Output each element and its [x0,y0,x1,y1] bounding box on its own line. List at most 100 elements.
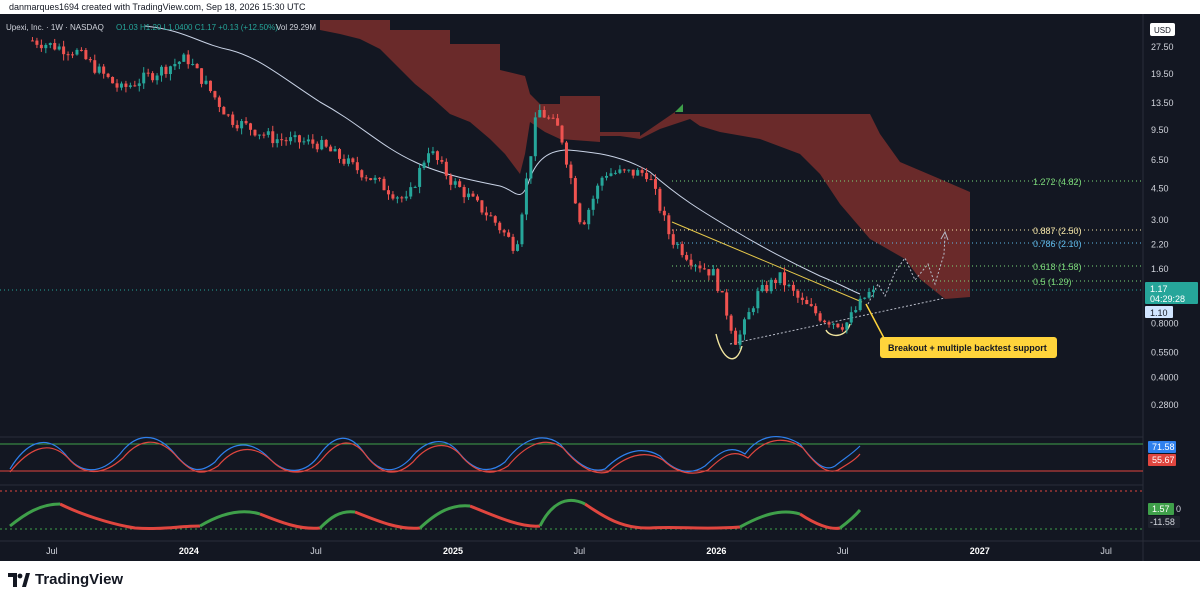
candle-body [863,297,867,299]
candle-body [836,323,840,328]
candle-body [698,265,702,269]
fib-label-0786: 0.786 (2.10) [1033,239,1082,249]
candle-body [747,312,751,320]
candle-body [498,222,502,231]
candle-body [640,170,644,173]
candle-body [658,188,662,211]
stochastic-pane [0,436,1143,474]
candle-body [364,177,368,179]
candle-body [760,285,764,292]
fib-levels: 1.272 (4.82) 0.887 (2.50) 0.786 (2.10) 0… [0,177,1143,291]
candle-body [854,310,858,313]
candle-body [769,279,773,292]
candle-body [418,167,422,187]
symbol-legend: Upexi, Inc. · 1W · NASDAQ [6,23,104,32]
candle-body [320,139,324,150]
candle-body [475,196,479,201]
candle-body [569,164,573,179]
candle-body [146,72,150,74]
candle-body [809,304,813,307]
candle-body [200,68,204,84]
candle-body [222,106,226,115]
candle-body [845,322,849,330]
price-chart[interactable]: 1.272 (4.82) 0.887 (2.50) 0.786 (2.10) 0… [0,14,1200,561]
candle-body [444,161,448,176]
candle-body [738,334,742,345]
candle-body [431,151,435,154]
momentum-value-dark: -11.58 [1150,517,1175,527]
candle-body [413,186,417,188]
candle-body [257,134,261,136]
momentum-badge-green [1148,503,1174,515]
tradingview-logo[interactable]: TradingView [8,571,123,588]
candle-body [293,135,297,138]
candle-body [818,313,822,321]
last-price-badge [1145,282,1198,304]
candle-body [111,76,115,84]
candle-body [168,66,172,75]
candle-body [783,272,787,286]
candle-body [88,59,92,61]
time-axis[interactable]: Jul 2024 Jul 2025 Jul 2026 Jul 2027 Jul [46,546,1112,556]
momentum-badge-dark [1148,516,1180,528]
candle-body [547,117,551,119]
bottom-curve-2 [825,323,851,337]
candle-body [618,169,622,173]
candle-body [791,284,795,291]
candle-body [435,151,439,161]
price-tick-label: 2.20 [1151,239,1169,249]
time-tick-label: 2025 [443,546,463,556]
currency-label: USD [1154,26,1171,35]
time-tick-label: Jul [574,546,586,556]
candle-body [502,230,506,233]
annotation-box[interactable] [880,337,1057,358]
candle-body [346,158,350,164]
candle-body [507,232,511,237]
candle-body [462,187,466,198]
candle-body [511,236,515,251]
price-tick-label: 0.8000 [1151,318,1179,328]
candle-body [694,265,698,267]
candle-body [151,73,155,81]
time-tick-label: Jul [837,546,849,556]
price-axis[interactable]: USD 27.50 19.50 13.50 9.50 6.50 4.50 3.00 2.20 1… [1150,23,1179,410]
candle-body [106,73,110,77]
price-tick-label: 0.2800 [1151,400,1179,410]
stoch-k-value: 71.58 [1152,442,1175,452]
candle-body [725,292,729,316]
candle-body [805,299,809,305]
candle-body [587,209,591,225]
candle-body [756,291,760,309]
candle-body [137,83,141,86]
candle-body [62,46,66,55]
candle-body [422,162,426,168]
candle-body [142,72,146,84]
candle-body [271,131,275,144]
time-tick-label: Jul [46,546,58,556]
candle-body [573,178,577,204]
candle-body [235,124,239,129]
candle-body [369,178,373,181]
candle-body [306,139,310,142]
candle-body [582,222,586,225]
candle-body [831,323,835,325]
tradingview-brand: TradingView [35,571,124,588]
price-tick-label: 13.50 [1151,98,1174,108]
momentum-value-green: 1.57 [1152,504,1170,514]
candle-body [71,54,75,56]
candle-body [79,49,83,51]
candle-body [609,173,613,176]
candle-body [867,291,871,298]
candle-body [827,322,831,325]
time-tick-label: Jul [1100,546,1112,556]
candle-body [240,121,244,129]
candle-body [386,190,390,195]
candle-body [613,172,617,174]
fib-label-05: 0.5 (1.29) [1033,277,1072,287]
stoch-d-badge [1148,454,1176,466]
candle-body [57,46,61,50]
candle-body [333,149,337,152]
candle-body [676,244,680,246]
candle-body [685,255,689,260]
candle-body [516,244,520,251]
